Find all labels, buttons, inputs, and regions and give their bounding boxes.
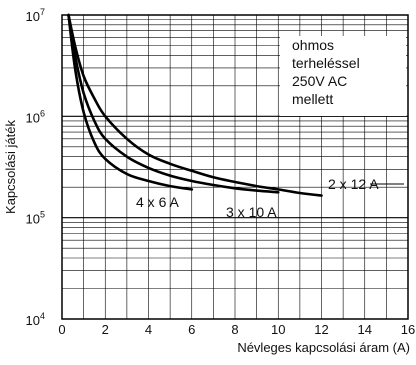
y-tick-exponent: 6: [40, 108, 45, 118]
x-tick-label: 4: [145, 322, 152, 337]
series-line-1: [67, 13, 323, 197]
y-tick-exponent: 5: [40, 210, 45, 220]
series-layer: [67, 13, 323, 197]
x-tick-label: 2: [102, 322, 109, 337]
annotation-line-3: 250V AC: [292, 73, 347, 89]
x-axis-label: Névleges kapcsolási áram (A): [237, 340, 410, 355]
x-tick-label: 14: [358, 322, 372, 337]
annotation-line-1: ohmos: [292, 37, 334, 53]
annotation-line-2: terheléssel: [292, 55, 360, 71]
x-tick-label: 10: [271, 322, 285, 337]
plot-frame: [61, 14, 409, 320]
annotation-box: [280, 36, 406, 116]
annotation-line-4: mellett: [292, 91, 333, 107]
grid: [61, 15, 409, 320]
y-axis-label: Kapcsolási játék: [3, 120, 18, 214]
series-label-4x6: 4 x 6 A: [136, 194, 179, 210]
x-tick-label: 8: [231, 322, 238, 337]
y-tick-exponent: 7: [40, 7, 45, 17]
x-tick-label: 16: [401, 322, 415, 337]
series-label-3x10: 3 x 10 A: [226, 204, 277, 220]
x-tick-label: 0: [58, 322, 65, 337]
x-tick-label: 6: [188, 322, 195, 337]
series-line-2: [67, 13, 280, 194]
series-line-3: [67, 13, 194, 191]
series-label-2x12: 2 x 12 A: [328, 176, 379, 192]
y-tick-exponent: 4: [40, 311, 45, 321]
x-tick-label: 12: [314, 322, 328, 337]
